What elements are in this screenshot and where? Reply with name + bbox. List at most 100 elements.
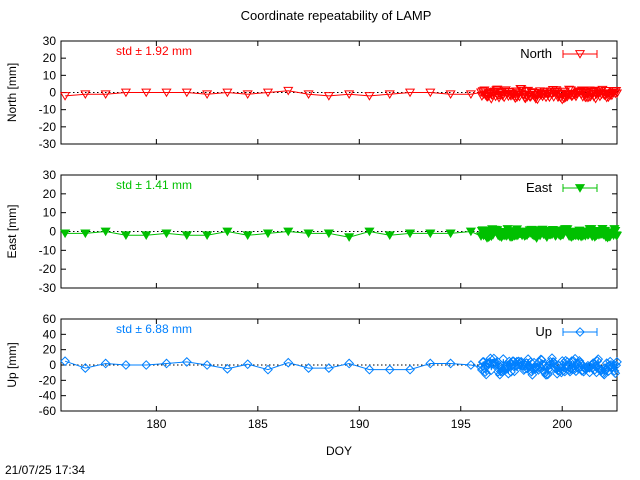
up-data-point <box>283 357 294 368</box>
up-data-point <box>497 366 508 377</box>
east-data-point <box>364 227 375 237</box>
north-ytick-label: -30 <box>39 137 57 151</box>
north-data-point <box>100 90 111 99</box>
timestamp: 21/07/25 17:34 <box>5 463 85 477</box>
up-data-point <box>263 364 273 375</box>
up-data-point <box>344 358 355 369</box>
east-data-point <box>425 229 436 239</box>
up-data-point <box>60 356 70 367</box>
north-data-point <box>445 90 456 99</box>
north-data-point <box>283 86 294 96</box>
panels: 30 20 10 0 -10 -20 -30 North [mm] std ± 1.92 mm N… <box>5 34 623 458</box>
up-data-point <box>493 366 504 377</box>
east-std-annotation: std ± 1.41 mm <box>116 178 192 192</box>
north-data-point <box>141 88 152 98</box>
north-std-annotation: std ± 1.92 mm <box>116 44 192 58</box>
north-data-point <box>242 90 253 99</box>
north-data-point <box>364 92 375 101</box>
up-xtick-label: 200 <box>552 417 572 431</box>
figure-title: Coordinate repeatability of LAMP <box>241 8 432 23</box>
up-data-point <box>565 363 576 374</box>
east-ytick-label: -10 <box>39 243 57 257</box>
east-data-point <box>384 231 395 241</box>
north-data-point <box>222 88 233 98</box>
up-ytick-label: -40 <box>39 389 57 403</box>
up-data-point <box>547 353 557 364</box>
up-data-point <box>445 358 456 369</box>
north-ytick-label: -10 <box>39 103 57 117</box>
up-data-point <box>610 368 621 379</box>
up-data-point <box>405 364 415 375</box>
east-data-point <box>181 231 192 241</box>
north-ytick-label: 30 <box>43 34 57 48</box>
north-data-point <box>303 90 314 99</box>
up-data-point <box>141 360 152 370</box>
east-legend-label: East <box>526 180 552 195</box>
up-data-point <box>566 356 577 367</box>
up-data-point <box>323 363 334 373</box>
east-ytick-label: -30 <box>39 281 57 295</box>
north-data-point <box>344 90 355 99</box>
north-ytick-label: 10 <box>43 68 57 82</box>
east-data-point <box>262 229 274 239</box>
up-data-point <box>161 358 172 369</box>
east-ylabel: East [mm] <box>5 204 19 258</box>
up-data-point <box>527 369 538 380</box>
east-data-point <box>80 229 91 239</box>
up-xtick-label: 180 <box>146 417 166 431</box>
up-data-point <box>548 357 559 368</box>
up-data-point <box>593 354 604 365</box>
up-ytick-label: 60 <box>43 312 57 326</box>
up-xtick-label: 185 <box>248 417 268 431</box>
north-data-point <box>510 94 521 104</box>
north-data-point <box>590 94 601 104</box>
north-ytick-label: 0 <box>49 86 56 100</box>
up-std-annotation: std ± 6.88 mm <box>116 322 192 336</box>
east-ytick-label: -20 <box>39 262 57 276</box>
north-ytick-label: -20 <box>39 120 57 134</box>
up-legend-label: Up <box>535 324 552 339</box>
east-data-point <box>303 229 314 239</box>
up-xtick-label: 190 <box>349 417 369 431</box>
east-data-point <box>465 227 476 237</box>
up-ytick-label: 0 <box>49 358 56 372</box>
east-ytick-label: 30 <box>43 168 57 182</box>
up-data-point <box>485 353 496 364</box>
up-data-point <box>608 360 619 370</box>
up-data-point <box>384 364 395 375</box>
up-data-point <box>202 360 213 370</box>
north-data-point <box>80 90 91 99</box>
up-xtick-label: 195 <box>451 417 471 431</box>
north-legend-label: North <box>520 46 552 61</box>
up-data-point <box>612 357 622 367</box>
up-data-point <box>222 363 233 374</box>
east-data-point <box>283 227 294 237</box>
east-data-point <box>611 231 623 241</box>
north-data-point <box>425 88 436 98</box>
north-data-point <box>404 88 416 98</box>
up-data-point <box>609 365 620 376</box>
up-data-point <box>303 363 314 373</box>
up-data-point <box>500 364 511 375</box>
east-ytick-label: 0 <box>49 225 56 239</box>
up-data-point <box>501 360 512 370</box>
up-xlabel: DOY <box>326 444 352 458</box>
up-data-point <box>540 368 551 378</box>
north-data-point <box>576 86 588 96</box>
up-data-point <box>488 358 498 369</box>
north-data-point <box>59 92 71 101</box>
up-data-point <box>481 369 492 380</box>
up-ytick-label: 40 <box>43 327 57 341</box>
panel-east: 30 20 10 0 -10 -20 -30 East [mm] std ± 1.41 mm Ea… <box>5 168 623 295</box>
north-data-point <box>161 88 172 98</box>
up-data-point <box>529 357 539 368</box>
up-data-point <box>518 360 528 371</box>
east-data-point <box>202 231 213 241</box>
east-data-point <box>222 227 233 237</box>
north-data-point <box>591 90 602 99</box>
up-data-point <box>121 360 131 370</box>
north-data-point <box>465 90 476 99</box>
north-data-point <box>120 88 132 98</box>
